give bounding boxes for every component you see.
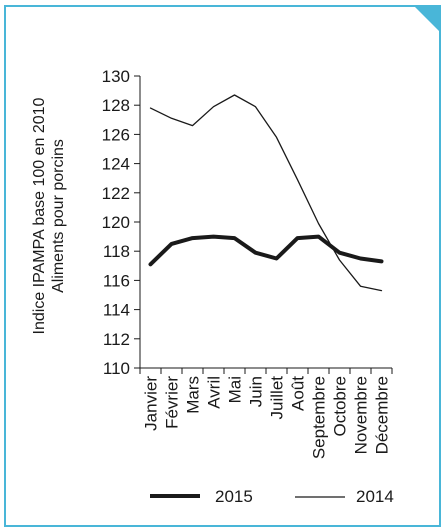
x-tick-label: Janvier <box>142 376 161 431</box>
x-tick-label: Mai <box>226 376 245 403</box>
x-tick-label: Février <box>163 376 182 429</box>
y-tick-label: 130 <box>102 67 130 86</box>
y-axis-title: Indice IPAMPA base 100 en 2010 Aliments … <box>31 97 67 334</box>
y-tick-label: 112 <box>103 330 130 349</box>
y-axis-title-line-2: Aliments pour porcins <box>50 139 67 293</box>
x-tick-label: Avril <box>205 376 224 409</box>
x-tick-label: Novembre <box>352 376 371 454</box>
legend-label-2015: 2015 <box>215 487 253 506</box>
x-tick-label: Octobre <box>331 376 350 436</box>
x-tick-label: Juin <box>247 376 266 407</box>
x-ticks: Janvier Février Mars Avril Mai Juin Juillet Aoû… <box>139 368 393 459</box>
figure-frame <box>4 5 441 527</box>
x-tick-label: Août <box>289 376 308 411</box>
series-line-2014 <box>149 94 383 292</box>
y-tick-label: 122 <box>102 184 130 203</box>
y-tick-label: 128 <box>102 96 130 115</box>
x-tick-label: Décembre <box>373 376 392 454</box>
x-tick-label: Mars <box>184 376 203 414</box>
y-tick-label: 126 <box>102 125 130 144</box>
y-tick-label: 118 <box>103 242 130 261</box>
y-tick-label: 114 <box>103 301 130 320</box>
y-ticks: 110 112 114 116 118 120 122 124 126 128 130 <box>102 67 140 378</box>
y-tick-label: 120 <box>102 213 130 232</box>
legend-label-2014: 2014 <box>356 487 394 506</box>
x-tick-label: Septembre <box>310 376 329 459</box>
x-tick-label: Juillet <box>268 376 287 420</box>
series-line-2015 <box>148 234 384 267</box>
y-tick-label: 116 <box>103 271 130 290</box>
legend: 2015 2014 <box>150 487 394 506</box>
y-tick-label: 110 <box>103 359 130 378</box>
y-axis-title-line-1: Indice IPAMPA base 100 en 2010 <box>31 97 48 334</box>
y-tick-label: 124 <box>102 155 130 174</box>
corner-fold <box>414 6 440 32</box>
series-layer <box>148 94 384 292</box>
